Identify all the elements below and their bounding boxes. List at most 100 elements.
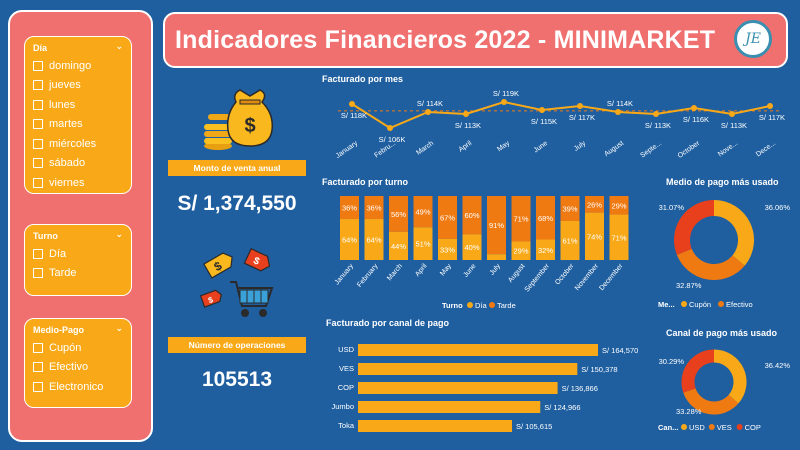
data-label: S/ 114K: [417, 99, 443, 108]
data-label: S/ 113K: [721, 121, 747, 130]
checkbox[interactable]: [33, 158, 43, 169]
slicer-option-label: sábado: [49, 157, 86, 170]
data-point: [501, 99, 507, 105]
data-label: 36.42%: [765, 361, 791, 370]
checkbox[interactable]: [33, 138, 43, 149]
bar-dia: [413, 227, 433, 260]
slicer-dia[interactable]: Día ⌄ domingo jueves lunes martes miércoles sá…: [24, 36, 132, 194]
chevron-down-icon[interactable]: ⌄: [115, 41, 123, 51]
checkbox[interactable]: [33, 119, 43, 130]
bar-dia: [389, 231, 408, 260]
data-label: 49%: [415, 208, 430, 217]
slicer-medio-pago[interactable]: Medio-Pago ⌄ Cupón Efectivo Electronico: [24, 318, 132, 408]
slicer-option[interactable]: domingo: [25, 56, 131, 76]
donut-slice: [674, 200, 715, 255]
checkbox[interactable]: [33, 177, 43, 188]
bar-tarde: [438, 196, 457, 239]
x-tick-label: February: [356, 262, 380, 288]
stacked-bar-chart-turno[interactable]: 36% 64% January 36% 64% February 56% 44% March 49…: [318, 190, 638, 314]
data-label: 36%: [366, 204, 381, 213]
shopping-cart-icon: $ $ $: [200, 247, 274, 317]
slicer-option[interactable]: Efectivo: [25, 358, 131, 378]
slicer-option-label: Electronico: [49, 380, 104, 393]
checkbox[interactable]: [33, 268, 43, 279]
bar-tarde: [560, 196, 580, 221]
legend-marker: [681, 424, 687, 430]
horizontal-bar-chart-canal[interactable]: USD S/ 164,570 VES S/ 150,378 COP S/ 136,866 J…: [318, 334, 648, 438]
donut-slice: [683, 387, 739, 415]
slicer-option[interactable]: miércoles: [25, 134, 131, 154]
checkbox[interactable]: [33, 60, 43, 71]
bar-dia: [609, 214, 629, 260]
y-tick-label: Jumbo: [331, 402, 354, 411]
data-label: 32%: [538, 246, 553, 255]
legend-label: Efectivo: [726, 300, 753, 309]
bar-tarde: [364, 196, 384, 220]
x-tick-label: August: [603, 140, 625, 158]
checkbox[interactable]: [33, 381, 43, 392]
data-label: 40%: [464, 243, 479, 252]
data-label: 29%: [611, 201, 626, 210]
legend-label: Día: [475, 301, 488, 310]
chart-title-facturado-canal: Facturado por canal de pago: [326, 318, 450, 328]
slicer-option[interactable]: Tarde: [25, 264, 131, 284]
x-tick-label: April: [414, 262, 429, 278]
x-tick-label: September: [524, 262, 552, 293]
x-tick-label: July: [573, 140, 588, 153]
slicer-option[interactable]: jueves: [25, 76, 131, 96]
checkbox[interactable]: [33, 99, 43, 110]
slicer-turno[interactable]: Turno ⌄ Día Tarde: [24, 224, 132, 296]
bar-tarde: [511, 196, 531, 242]
x-tick-label: March: [386, 263, 404, 282]
x-tick-label: October: [554, 262, 576, 286]
y-tick-label: USD: [338, 345, 354, 354]
data-label: 39%: [562, 204, 577, 213]
data-point: [387, 125, 393, 131]
data-label: S/ 116K: [683, 115, 709, 124]
slicer-option-label: miércoles: [49, 137, 97, 150]
legend-title: Can...: [658, 423, 678, 432]
data-point: [577, 103, 583, 109]
data-label: 64%: [342, 236, 357, 245]
data-label: S/ 117K: [569, 113, 595, 122]
checkbox[interactable]: [33, 362, 43, 373]
data-point: [691, 105, 697, 111]
checkbox[interactable]: [33, 80, 43, 91]
checkbox[interactable]: [33, 342, 43, 353]
legend-title: Me...: [658, 300, 675, 309]
x-tick-label: October: [677, 140, 702, 160]
chevron-down-icon[interactable]: ⌄: [115, 229, 123, 239]
x-tick-label: June: [533, 140, 550, 155]
slicer-option[interactable]: lunes: [25, 95, 131, 115]
data-label: 61%: [562, 236, 577, 245]
slicer-title: Día: [33, 43, 48, 53]
money-bag-icon: $: [204, 89, 274, 150]
slicer-option[interactable]: viernes: [25, 173, 131, 193]
donut-chart-medio-pago[interactable]: 36.06% 32.87% 31.07% Me... Cupón Efectivo: [648, 190, 794, 314]
x-tick-label: June: [462, 263, 477, 279]
data-label: 51%: [415, 240, 430, 249]
legend-title: Turno: [442, 301, 463, 310]
chart-title-medio-pago: Medio de pago más usado: [666, 177, 779, 187]
slicer-option[interactable]: Día: [25, 244, 131, 264]
x-tick-label: December: [598, 262, 625, 292]
checkbox[interactable]: [33, 248, 43, 259]
bar-dia: [511, 241, 531, 260]
data-label: S/ 105,615: [516, 422, 552, 431]
slicer-option[interactable]: Electronico: [25, 377, 131, 397]
chevron-down-icon[interactable]: ⌄: [115, 323, 123, 333]
legend-label: VES: [717, 423, 732, 432]
data-label: 29%: [513, 247, 528, 256]
slicer-option[interactable]: martes: [25, 115, 131, 135]
slicer-option-label: Tarde: [49, 267, 77, 280]
donut-slice: [676, 248, 745, 280]
bar-tarde: [609, 196, 629, 215]
slicer-option[interactable]: sábado: [25, 154, 131, 174]
donut-chart-canal-pago[interactable]: 36.42% 33.28% 30.29% Can... USD VES COP: [648, 340, 794, 442]
slicer-option[interactable]: Cupón: [25, 338, 131, 358]
data-point: [729, 111, 735, 117]
bar-tarde: [340, 196, 359, 220]
bar-dia: [340, 219, 359, 260]
x-tick-label: January: [334, 262, 356, 286]
